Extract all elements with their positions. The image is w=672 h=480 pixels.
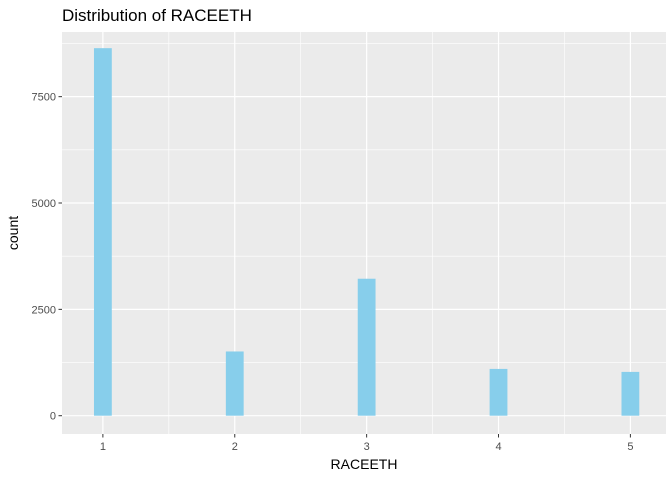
y-axis: 0 2500 5000 7500 xyxy=(32,92,62,423)
y-axis-title: count xyxy=(5,216,21,250)
chart-title: Distribution of RACEETH xyxy=(62,6,252,25)
x-tick-label: 3 xyxy=(364,441,370,453)
bar-3 xyxy=(357,278,376,416)
x-tick-label: 5 xyxy=(627,441,633,453)
y-tick-label: 2500 xyxy=(32,304,56,316)
bar-5 xyxy=(621,371,640,416)
bar-4 xyxy=(489,368,508,416)
x-axis: 1 2 3 4 5 xyxy=(100,434,633,453)
x-axis-title: RACEETH xyxy=(331,456,398,472)
minor-gridlines xyxy=(62,32,666,434)
bar-1 xyxy=(93,48,112,416)
x-tick-label: 2 xyxy=(232,441,238,453)
y-tick-label: 5000 xyxy=(32,198,56,210)
y-tick-label: 0 xyxy=(50,411,56,423)
bars xyxy=(93,48,640,416)
x-tick-label: 4 xyxy=(495,441,501,453)
y-tick-label: 7500 xyxy=(32,92,56,104)
x-tick-label: 1 xyxy=(100,441,106,453)
bar-2 xyxy=(225,351,244,416)
